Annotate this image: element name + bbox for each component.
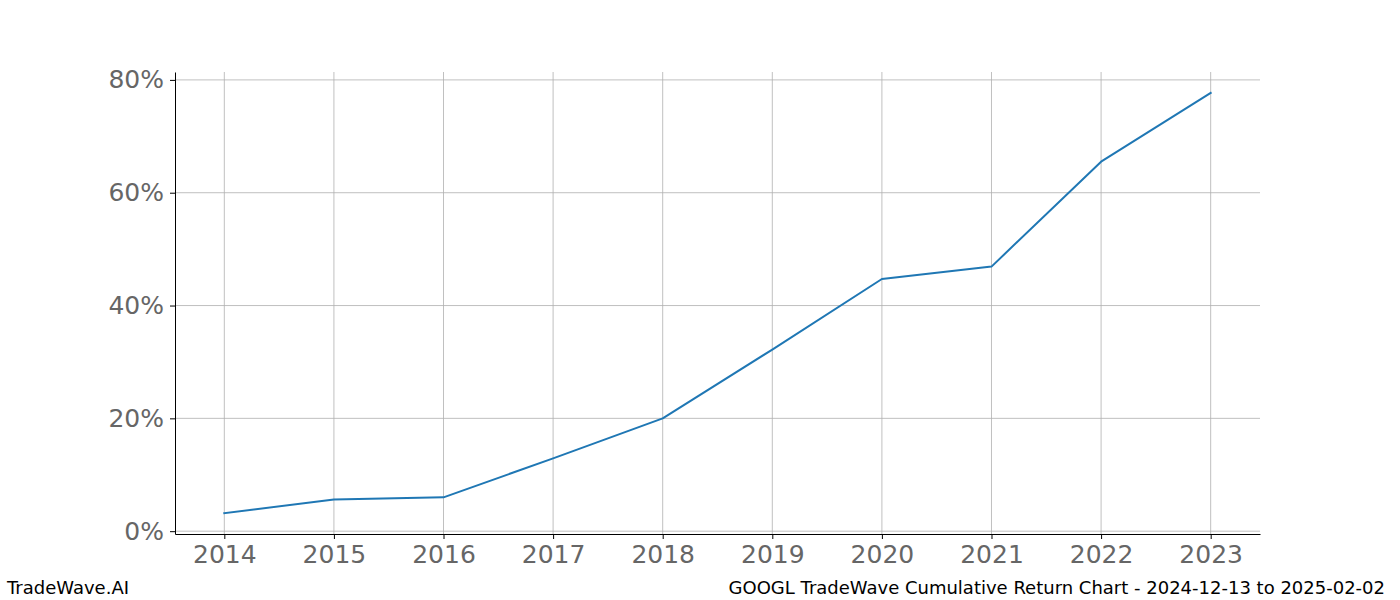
- plot: 2014 2015 2016 2017 2018 2019 2020 2021 2022 2023…: [108, 65, 1260, 568]
- tick: 2015: [303, 534, 367, 569]
- tick-label: 2023: [1179, 540, 1243, 569]
- tick-label: 40%: [108, 291, 164, 320]
- grid-line: [1210, 72, 1211, 534]
- tick-mark: [553, 534, 554, 539]
- tick: 2022: [1070, 534, 1134, 569]
- tick-mark: [1211, 534, 1212, 539]
- tick-mark: [170, 531, 175, 532]
- tick-mark: [663, 534, 664, 539]
- tick-label: 2018: [631, 540, 695, 569]
- y-axis: 0% 20% 40% 60% 80%: [108, 65, 175, 545]
- annotation: TradeWave.AI: [6, 577, 129, 598]
- tick-label: 80%: [108, 65, 164, 94]
- tick-label: 2017: [522, 540, 586, 569]
- tick: 2016: [412, 534, 476, 569]
- grid-line: [881, 72, 882, 534]
- tick-mark: [170, 80, 175, 81]
- tick-mark: [444, 534, 445, 539]
- tick-mark: [334, 534, 335, 539]
- marks: [224, 93, 1210, 513]
- tick: 2020: [851, 534, 915, 569]
- grid-line: [1101, 72, 1102, 534]
- tick: 2021: [960, 534, 1024, 569]
- background: [0, 0, 1400, 600]
- tick-label: 0%: [124, 517, 164, 546]
- tick-mark: [1101, 534, 1102, 539]
- tick: 2014: [193, 534, 257, 569]
- grid: [175, 72, 1260, 534]
- tick-label: 2022: [1070, 540, 1134, 569]
- tick: 2019: [741, 534, 805, 569]
- tick-mark: [991, 534, 992, 539]
- grid-line: [772, 72, 773, 534]
- tick-mark: [882, 534, 883, 539]
- tick-mark: [170, 306, 175, 307]
- tick: 40%: [108, 291, 175, 320]
- axis-line: [176, 534, 1261, 535]
- tick: 2023: [1179, 534, 1243, 569]
- tick-mark: [170, 418, 175, 419]
- line: [224, 93, 1210, 513]
- tick: 0%: [124, 517, 175, 546]
- tick: 2017: [522, 534, 586, 569]
- grid-line: [175, 531, 1260, 532]
- tick-label: 2015: [303, 540, 367, 569]
- tick-label: 60%: [108, 178, 164, 207]
- tick: 60%: [108, 178, 175, 207]
- grid-line: [175, 418, 1260, 419]
- tick-mark: [170, 193, 175, 194]
- tick-label: 2020: [851, 540, 915, 569]
- grid-line: [175, 79, 1260, 80]
- grid-line: [443, 72, 444, 534]
- tick-label: 2019: [741, 540, 805, 569]
- grid-line: [662, 72, 663, 534]
- tick: 80%: [108, 65, 175, 94]
- title: GOOGL TradeWave Cumulative Return Chart …: [729, 577, 1385, 598]
- grid-line: [175, 305, 1260, 306]
- grid-line: [224, 72, 225, 534]
- x-axis: 2014 2015 2016 2017 2018 2019 2020 2021 2022 2023: [176, 534, 1261, 569]
- grid-line: [175, 192, 1260, 193]
- tick: 20%: [108, 404, 175, 433]
- tick-mark: [224, 534, 225, 539]
- tick-label: 2014: [193, 540, 257, 569]
- tick-label: 2021: [960, 540, 1024, 569]
- tick-label: 20%: [108, 404, 164, 433]
- tick-mark: [772, 534, 773, 539]
- grid-line: [991, 72, 992, 534]
- tick: 2018: [631, 534, 695, 569]
- tick-label: 2016: [412, 540, 476, 569]
- grid-line: [333, 72, 334, 534]
- axis-line: [175, 73, 176, 535]
- grid-line: [553, 72, 554, 534]
